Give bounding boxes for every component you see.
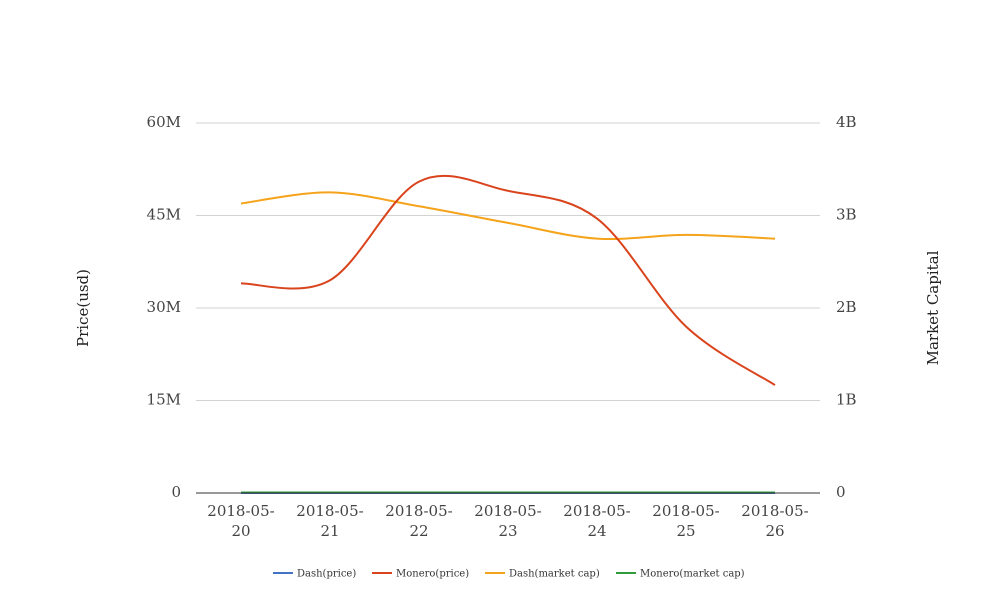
y-right-tick-label: 0 (836, 483, 846, 501)
x-tick-label: 2018-05-25 (652, 502, 719, 540)
y-axis-label: Price(usd) (74, 269, 92, 347)
x-tick-label: 2018-05-22 (385, 502, 452, 540)
series-lines (240, 174, 776, 494)
y-tick-label: 15M (147, 391, 181, 409)
x-tick-label: 2018-05-26 (741, 502, 808, 540)
y-tick-label: 45M (147, 206, 181, 224)
series-line-monero-price (240, 174, 776, 386)
y-tick-label: 0 (171, 483, 181, 501)
right-axis-ticks: 0 1B 2B 3B 4B (836, 113, 857, 501)
y-right-tick-label: 2B (836, 298, 857, 316)
x-tick-label: 2018-05-21 (296, 502, 363, 540)
y-tick-label: 60M (147, 113, 181, 131)
x-axis-ticks: 2018-05-20 2018-05-21 2018-05-22 2018-05-23… (207, 502, 808, 540)
x-tick-label: 2018-05-24 (563, 502, 630, 540)
x-tick-label: 2018-05-23 (474, 502, 541, 540)
legend-label: Monero(price) (396, 569, 469, 580)
left-axis-ticks: 0 15M 30M 45M 60M (147, 113, 181, 501)
y-axis-right-label: Market Capital (924, 250, 942, 365)
y-right-tick-label: 1B (836, 391, 857, 409)
legend-label: Dash(price) (297, 569, 356, 580)
legend-label: Monero(market cap) (640, 569, 745, 580)
series-line-dash-market-cap (240, 191, 776, 241)
x-tick-label: 2018-05-20 (207, 502, 274, 540)
legend: Dash(price) Monero(price) Dash(market cap)… (273, 569, 745, 580)
gridlines (196, 122, 820, 401)
legend-label: Dash(market cap) (509, 569, 600, 580)
y-tick-label: 30M (147, 298, 181, 316)
y-right-tick-label: 4B (836, 113, 857, 131)
y-right-tick-label: 3B (836, 206, 857, 224)
